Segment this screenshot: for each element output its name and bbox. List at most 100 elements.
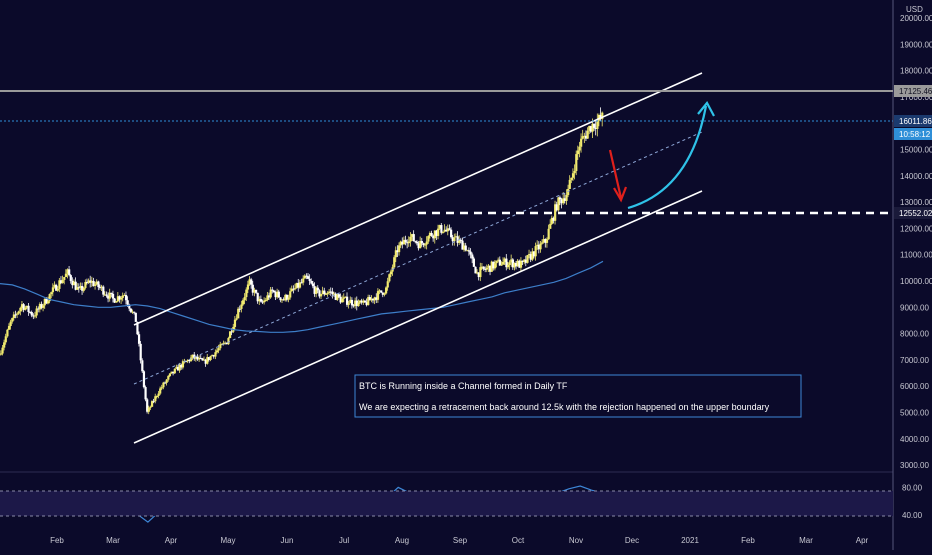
candle	[139, 340, 142, 364]
time-axis[interactable]: Feb Mar Apr May Jun Jul Aug Sep Oct Nov Dec 2021 Feb…	[50, 536, 868, 545]
candle	[178, 362, 181, 373]
candle	[464, 242, 467, 252]
candle	[9, 319, 12, 330]
candle	[467, 247, 471, 256]
candle	[11, 317, 14, 324]
retracement-arrow-down-icon[interactable]	[608, 149, 623, 199]
candle	[69, 274, 72, 284]
candle	[50, 291, 53, 299]
candle	[146, 397, 149, 414]
candle	[76, 283, 79, 290]
candle	[407, 236, 410, 247]
candle	[534, 242, 537, 261]
candle	[568, 175, 571, 189]
candle	[250, 277, 253, 289]
candle	[72, 279, 76, 286]
candle	[487, 263, 490, 272]
annotation-line-2: We are expecting a retracement back arou…	[359, 402, 770, 412]
candle	[550, 215, 554, 225]
candle	[425, 236, 428, 250]
candle	[526, 254, 529, 264]
candle	[506, 261, 510, 269]
candle	[385, 286, 388, 295]
candle	[154, 393, 157, 404]
candle	[357, 299, 360, 307]
candle	[394, 246, 397, 263]
candle	[472, 256, 475, 267]
candle	[433, 230, 436, 244]
candle	[511, 258, 514, 270]
candle	[30, 310, 33, 318]
candle	[85, 278, 89, 285]
candle	[199, 355, 202, 360]
candle	[115, 300, 118, 303]
price-axis[interactable]: 20000.0019000.0018000.0017000.0016000.00…	[900, 14, 932, 470]
candle	[477, 272, 480, 281]
candle	[333, 291, 336, 297]
candle	[578, 141, 581, 158]
candle	[441, 231, 445, 234]
candle	[399, 240, 402, 248]
candle	[484, 266, 487, 273]
channel-midline[interactable]	[133, 131, 703, 385]
candle	[215, 347, 219, 354]
candle	[202, 356, 206, 361]
candle	[241, 298, 245, 306]
candle	[510, 254, 513, 267]
candle	[160, 384, 163, 391]
price-tick-label: 9000.00	[900, 303, 929, 312]
candle	[207, 357, 211, 362]
recovery-arrow-up-icon[interactable]	[627, 105, 708, 210]
current-price-tag	[894, 115, 932, 127]
channel-upper-boundary[interactable]	[133, 72, 703, 326]
candle	[321, 286, 324, 295]
candle	[279, 297, 282, 303]
candle	[121, 292, 124, 302]
candle	[326, 291, 329, 297]
time-tick-label: Mar	[106, 536, 120, 545]
candle	[228, 330, 232, 339]
candle	[563, 193, 567, 204]
candle	[402, 236, 406, 245]
candle	[64, 269, 68, 278]
candle	[311, 280, 315, 289]
candle	[375, 293, 378, 304]
candle	[570, 177, 573, 184]
candle	[204, 358, 207, 367]
candle	[437, 224, 440, 240]
channel-lower-boundary[interactable]	[133, 190, 703, 444]
candle	[214, 349, 217, 360]
candle	[97, 280, 100, 291]
price-tick-label: 15000.00	[900, 146, 932, 155]
candle	[133, 311, 136, 315]
candle	[181, 359, 185, 370]
time-tick-label: Oct	[512, 536, 525, 545]
annotation-box[interactable]	[354, 374, 802, 418]
candle	[586, 127, 589, 139]
candle	[82, 286, 85, 293]
candle	[495, 260, 498, 268]
candle	[388, 273, 391, 283]
time-tick-label: Mar	[799, 536, 813, 545]
candle	[167, 375, 170, 382]
support-price-tag	[894, 207, 932, 219]
candle	[466, 249, 469, 252]
candle	[409, 232, 412, 247]
candle	[422, 242, 425, 248]
candle	[198, 355, 201, 362]
candle	[537, 241, 540, 254]
candle	[165, 378, 168, 386]
time-tick-label: Aug	[395, 536, 409, 545]
candle	[459, 237, 462, 244]
candle	[417, 241, 420, 251]
resistance-price-tag	[894, 85, 932, 97]
candle	[25, 305, 29, 310]
candle	[61, 275, 64, 284]
candle	[180, 363, 183, 370]
candle	[515, 260, 518, 270]
candle	[102, 285, 105, 298]
candle	[381, 292, 384, 298]
candle	[6, 328, 9, 338]
